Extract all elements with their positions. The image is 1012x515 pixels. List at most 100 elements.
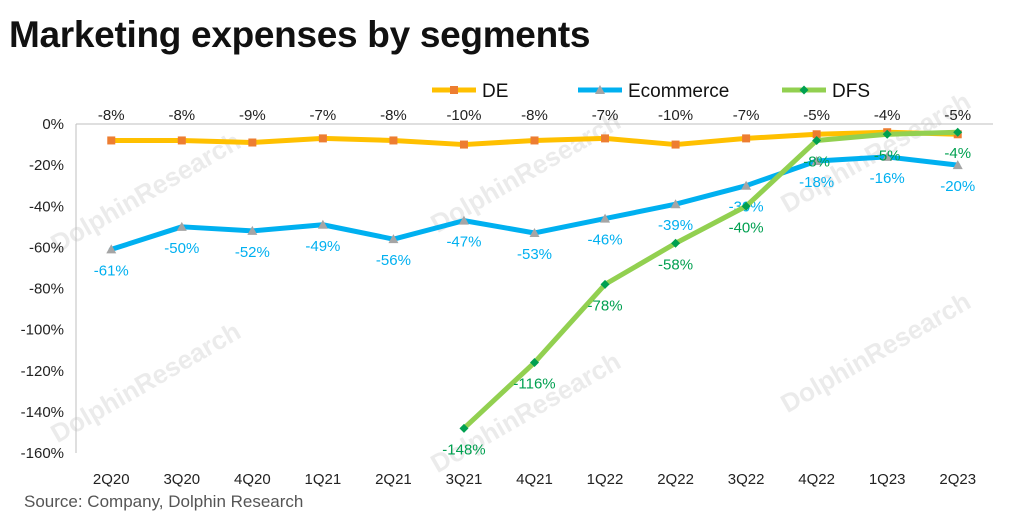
data-label-de: -5% [944,107,971,124]
x-tick-label: 3Q20 [163,471,200,488]
watermark-5: DolphinResearch [775,286,975,419]
data-label-ecommerce: -46% [588,232,623,249]
data-point-de [671,140,680,149]
data-point-de [530,136,539,145]
x-tick-label: 1Q22 [587,471,624,488]
data-label-ecommerce: -49% [305,238,340,255]
data-label-ecommerce: -50% [164,240,199,257]
data-point-ecommerce [176,221,187,231]
y-tick-label: -140% [21,404,64,421]
data-label-de: -8% [98,107,125,124]
x-tick-label: 4Q21 [516,471,553,488]
source-note: Source: Company, Dolphin Research [24,492,304,511]
x-tick-label: 2Q20 [93,471,130,488]
x-tick-label: 1Q23 [869,471,906,488]
y-tick-label: -40% [29,198,64,215]
legend-marker-dfs [799,85,809,95]
data-label-dfs: -148% [442,441,485,458]
data-point-ecommerce [952,160,963,170]
y-tick-label: -80% [29,281,64,298]
data-label-dfs: -78% [588,297,623,314]
data-label-ecommerce: -61% [94,262,129,279]
data-label-de: -8% [168,107,195,124]
data-label-de: -9% [239,107,266,124]
legend-marker-de [450,86,458,94]
data-point-ecommerce [600,213,611,223]
data-point-ecommerce [247,225,258,235]
data-point-de [601,134,610,143]
y-tick-label: -100% [21,322,64,339]
data-label-de: -10% [446,107,481,124]
data-label-de: -4% [874,107,901,124]
x-tick-label: 2Q21 [375,471,412,488]
data-label-ecommerce: -56% [376,252,411,269]
data-label-ecommerce: -39% [658,217,693,234]
x-tick-label: 3Q22 [728,471,765,488]
data-label-ecommerce: -53% [517,246,552,263]
data-point-dfs [882,129,892,139]
data-label-ecommerce: -20% [940,178,975,195]
legend-marker-ecommerce [595,85,605,94]
x-tick-label: 4Q22 [798,471,835,488]
y-tick-label: -60% [29,239,64,256]
data-point-dfs [741,201,751,211]
data-point-de [107,136,116,145]
data-point-ecommerce [529,227,540,237]
legend-label-dfs: DFS [832,81,870,102]
x-tick-label: 2Q23 [939,471,976,488]
data-point-de [459,140,468,149]
y-tick-label: -120% [21,363,64,380]
data-point-dfs [530,358,539,368]
data-label-de: -5% [803,107,830,124]
legend-label-de: DE [482,81,508,102]
y-tick-label: 0% [42,116,64,133]
data-point-dfs [812,135,822,145]
data-point-de [389,136,398,145]
x-tick-label: 3Q21 [446,471,483,488]
data-point-de [742,134,751,143]
x-tick-label: 4Q20 [234,471,271,488]
data-label-de: -7% [310,107,337,124]
data-point-dfs [600,279,610,289]
data-point-ecommerce [741,180,752,190]
data-label-dfs: -4% [944,145,971,162]
data-label-ecommerce: -18% [799,174,834,191]
data-label-de: -7% [733,107,760,124]
data-point-de [177,136,186,145]
data-point-ecommerce [882,151,893,161]
watermark-3: DolphinResearch [45,316,245,449]
data-label-de: -8% [521,107,548,124]
data-point-ecommerce [388,234,399,244]
data-point-ecommerce [317,219,328,229]
x-tick-label: 2Q22 [657,471,694,488]
data-label-de: -8% [380,107,407,124]
data-point-de [318,134,327,143]
legend-label-ecommerce: Ecommerce [628,81,729,102]
x-tick-label: 1Q21 [305,471,342,488]
y-tick-label: -20% [29,157,64,174]
data-label-ecommerce: -52% [235,244,270,261]
chart-title: Marketing expenses by segments [9,14,591,55]
y-tick-label: -160% [21,445,64,462]
data-label-de: -10% [658,107,693,124]
data-label-ecommerce: -47% [446,234,481,251]
data-point-dfs [671,238,681,248]
data-label-de: -7% [592,107,619,124]
data-label-dfs: -58% [658,256,693,273]
data-label-ecommerce: -16% [870,170,905,187]
data-label-dfs: -8% [803,153,830,170]
data-label-dfs: -116% [513,376,555,393]
data-point-ecommerce [106,244,117,254]
watermark-4: DolphinResearch [425,346,625,479]
series-line-dfs [461,129,961,431]
data-point-dfs [953,127,963,137]
data-label-dfs: -40% [729,219,764,236]
data-point-ecommerce [670,199,681,209]
data-point-ecommerce [811,156,822,166]
data-label-dfs: -5% [874,147,901,164]
data-point-de [248,138,257,147]
data-point-ecommerce [458,215,469,225]
data-point-dfs [459,423,469,433]
data-point-de [812,130,821,139]
